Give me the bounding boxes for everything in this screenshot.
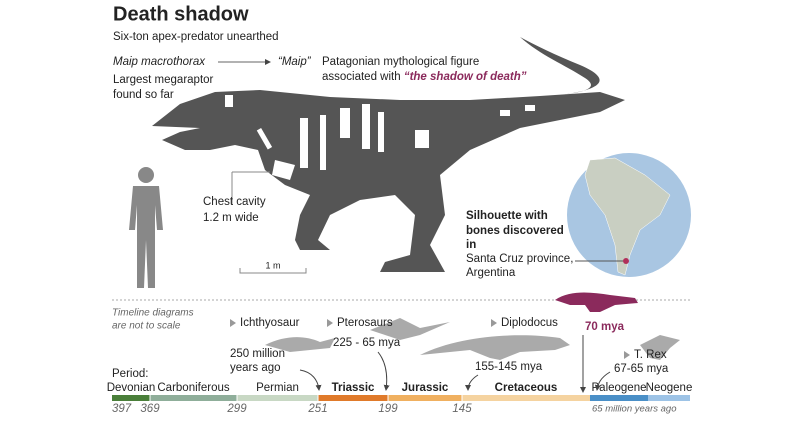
tail-tip xyxy=(520,37,600,95)
period-bar xyxy=(462,395,590,401)
meaning: Patagonian mythological figure xyxy=(322,56,479,68)
animal-name: Pterosaurs xyxy=(337,317,393,329)
pointer xyxy=(491,319,497,327)
period-name: Neogene xyxy=(646,382,693,394)
end-label: 65 million years ago xyxy=(592,404,677,415)
pointer xyxy=(230,319,236,327)
period-bar xyxy=(388,395,462,401)
boundary-label: 199 xyxy=(378,403,398,415)
location-label: in xyxy=(466,239,476,251)
location-label: Argentina xyxy=(466,267,516,279)
scientific-name: Maip macrothorax xyxy=(113,56,206,68)
period-name: Triassic xyxy=(332,382,375,394)
maip-silhouette xyxy=(555,292,638,312)
arrow xyxy=(377,351,390,391)
animal-name: T. Rex xyxy=(634,349,667,361)
location-dot xyxy=(623,258,629,264)
animal-name: Diplodocus xyxy=(501,317,558,329)
meaning-highlight: “the shadow of death” xyxy=(404,71,527,83)
arrow xyxy=(465,374,479,391)
period-bar xyxy=(648,395,690,401)
period-name: Permian xyxy=(256,382,299,394)
animal-date: 250 million xyxy=(230,348,285,360)
boundary-label: 251 xyxy=(307,403,327,415)
period-name: Paleogene xyxy=(592,382,647,394)
period-name: Cretaceous xyxy=(495,382,558,394)
arrow xyxy=(299,369,322,391)
period-name: Jurassic xyxy=(402,382,449,394)
period-bar xyxy=(318,395,388,401)
timeline: Devonian Carboniferous Permian Triassic Jura… xyxy=(107,317,693,415)
pointer xyxy=(327,319,333,327)
period-bar xyxy=(590,395,648,401)
meaning-line: associated with “the shadow of death” xyxy=(322,71,527,83)
animal-silhouettes xyxy=(265,318,680,360)
meaning-prefix: associated with xyxy=(322,71,404,83)
arrow xyxy=(594,371,611,391)
period-name: Carboniferous xyxy=(157,382,229,394)
common-name: “Maip” xyxy=(278,56,312,68)
scale-bar xyxy=(239,268,307,274)
location-label: Silhouette with xyxy=(466,210,548,222)
scale-label: 1 m xyxy=(265,260,280,270)
period-label: Period: xyxy=(112,368,148,380)
note: are not to scale xyxy=(112,321,181,332)
boundary-label: 369 xyxy=(140,403,160,415)
chest-label: 1.2 m wide xyxy=(203,212,259,224)
period-name: Devonian xyxy=(107,382,156,394)
pointer xyxy=(624,351,630,359)
south-america xyxy=(584,157,671,276)
boundary-label: 397 xyxy=(112,403,132,415)
animal-name: Ichthyosaur xyxy=(240,317,300,329)
note: Timeline diagrams xyxy=(112,308,194,319)
bones xyxy=(225,95,535,180)
description: Largest megaraptor xyxy=(113,74,214,86)
animal-date: 67-65 mya xyxy=(614,363,669,375)
title: Death shadow xyxy=(113,3,249,25)
chest-label: Chest cavity xyxy=(203,196,266,208)
description: found so far xyxy=(113,89,174,101)
period-bar xyxy=(150,395,237,401)
human-silhouette xyxy=(129,167,163,288)
boundary-label: 145 xyxy=(452,403,472,415)
dinosaur-silhouette xyxy=(152,90,625,272)
maip-date: 70 mya xyxy=(585,321,625,333)
animal-date: 225 - 65 mya xyxy=(333,337,401,349)
boundary-label: 299 xyxy=(226,403,247,415)
location-label: Santa Cruz province, xyxy=(466,253,573,265)
period-bar xyxy=(112,395,150,401)
location-label: bones discovered xyxy=(466,225,564,237)
animal-date: 155-145 mya xyxy=(475,361,543,373)
period-bar xyxy=(237,395,318,401)
animal-date: years ago xyxy=(230,362,281,374)
subtitle: Six-ton apex-predator unearthed xyxy=(113,31,279,43)
